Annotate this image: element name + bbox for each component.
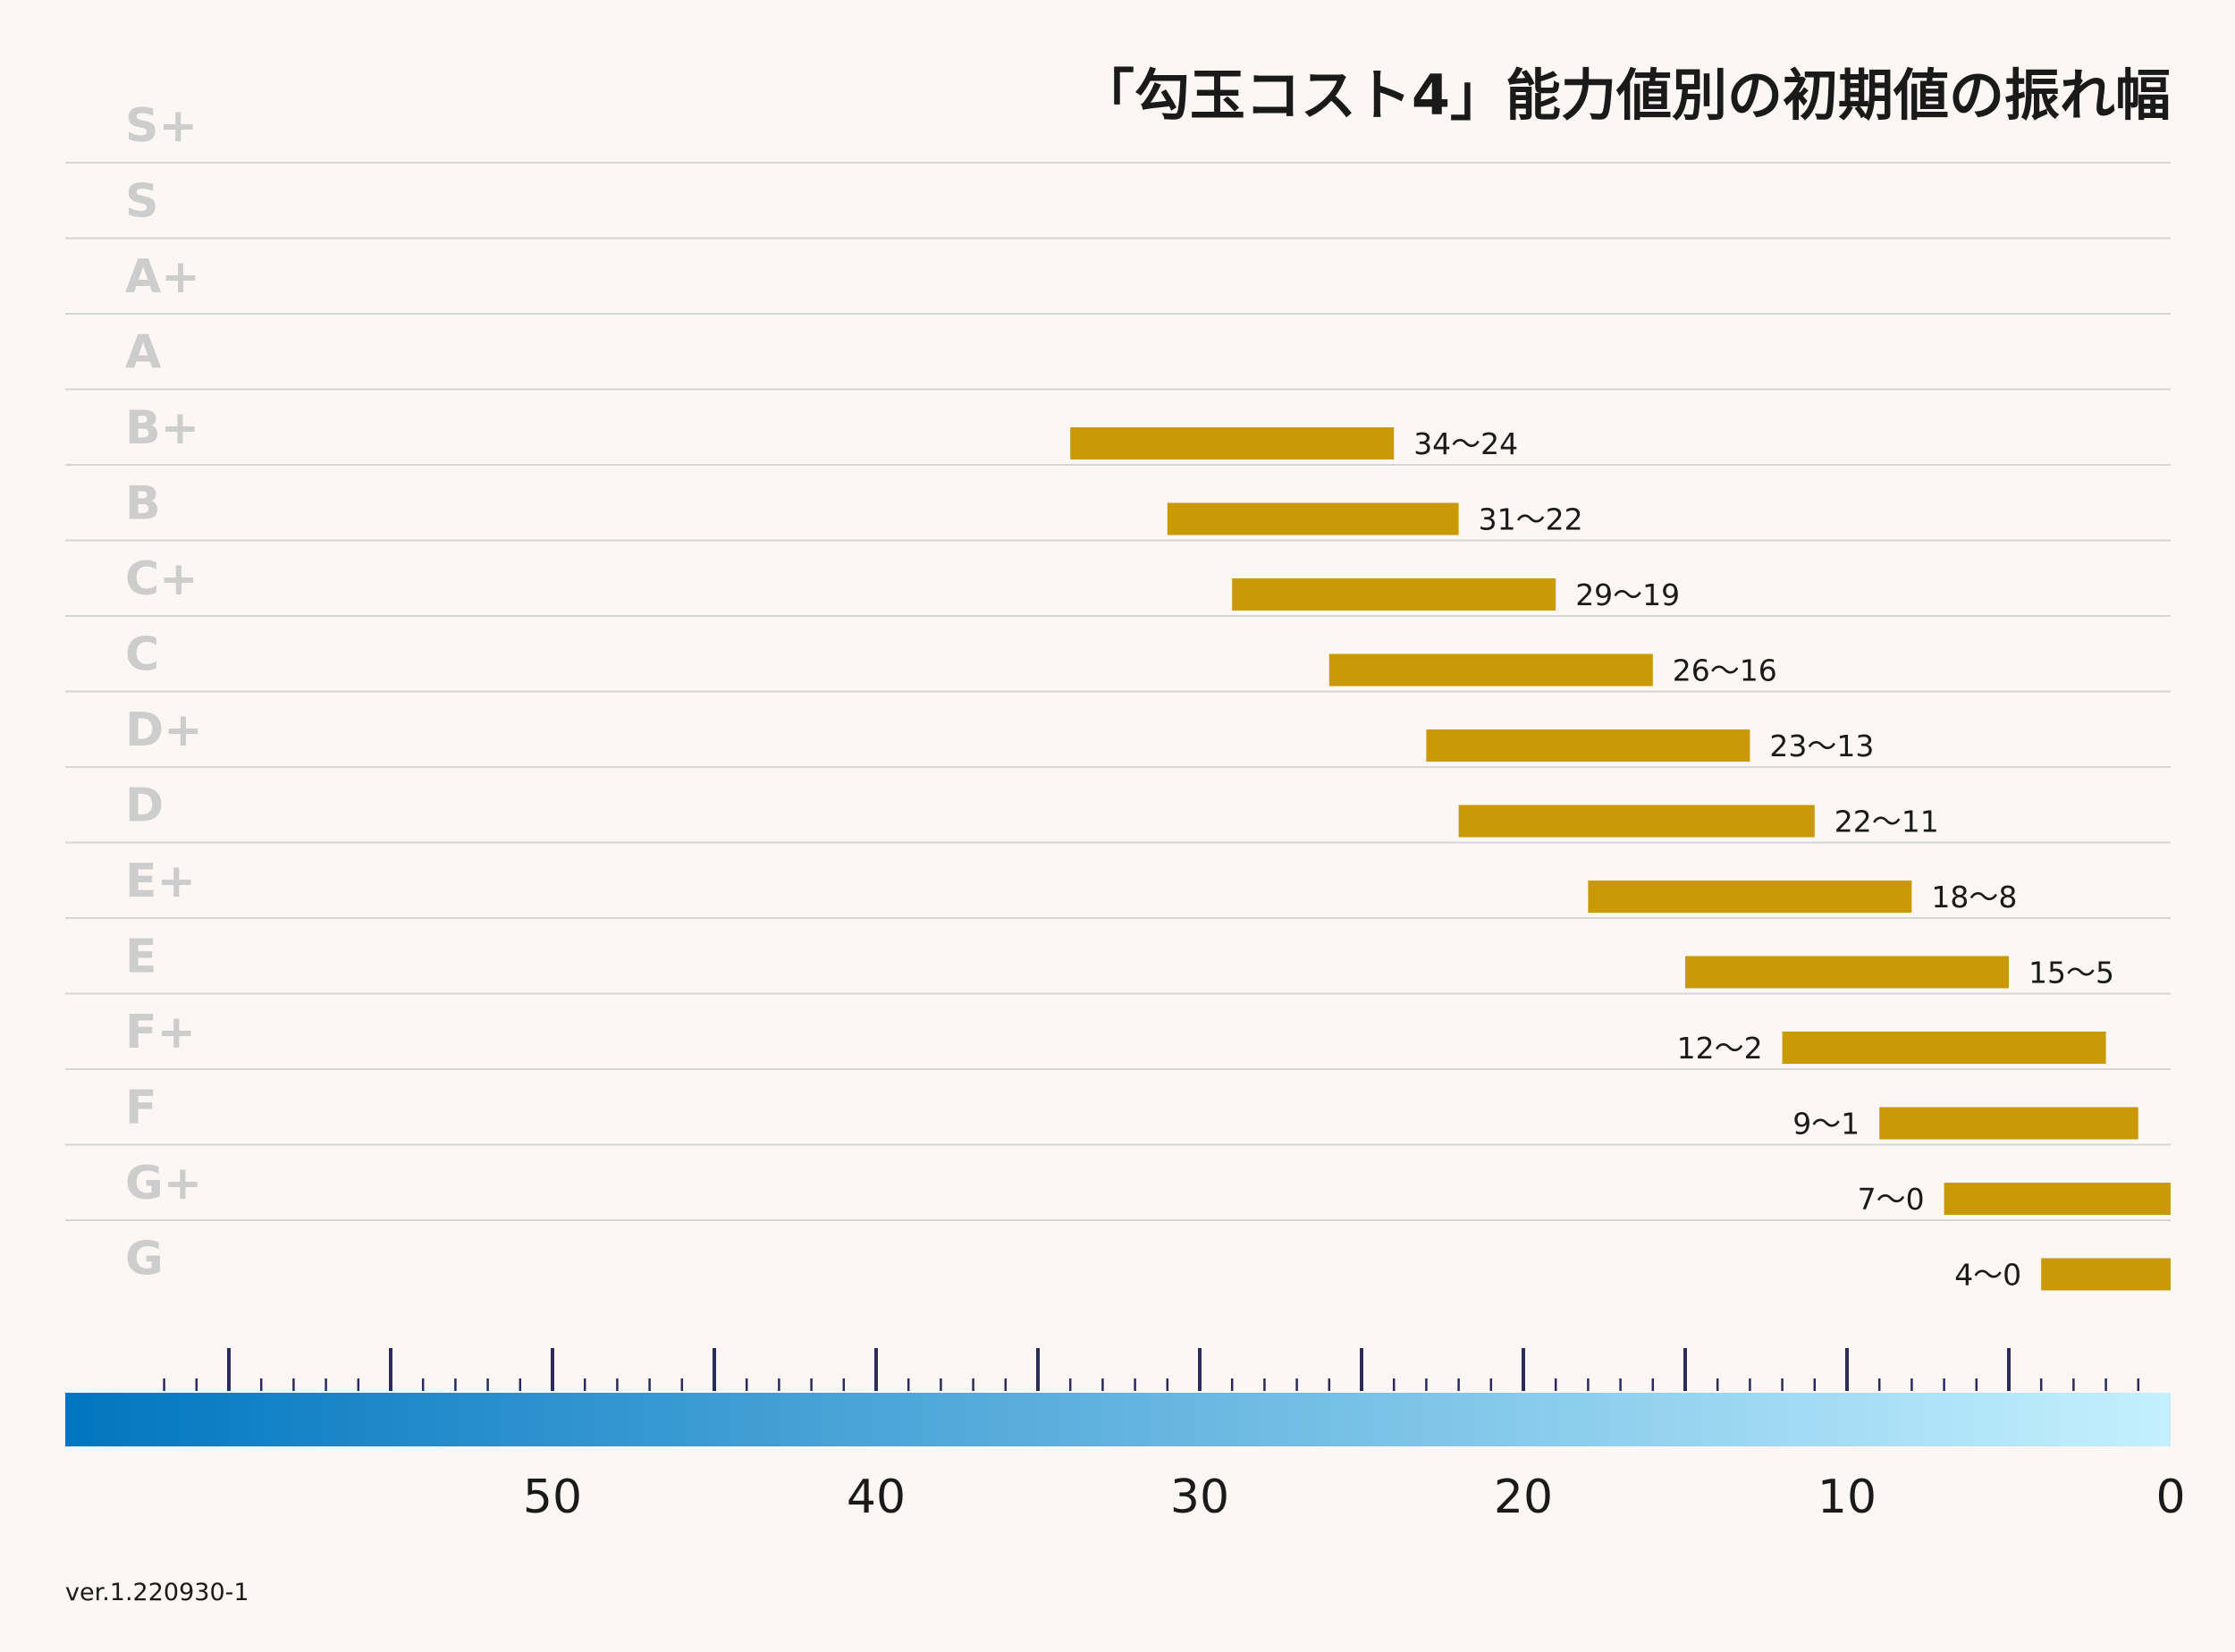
range-label: 12〜2: [1677, 1031, 1763, 1066]
grade-label: A+: [125, 250, 200, 304]
chart-title: 「勾玉コスト4」能力値別の初期値の振れ幅: [1079, 63, 2171, 128]
range-bar: [1458, 805, 1815, 838]
range-label: 26〜16: [1673, 653, 1777, 688]
axis-ticks: [163, 1348, 2140, 1391]
grade-label: E: [125, 931, 157, 984]
range-bar: [1588, 881, 1912, 913]
range-label: 9〜1: [1792, 1107, 1860, 1142]
range-bar: [2041, 1258, 2171, 1291]
grade-label: C: [125, 628, 159, 682]
tick-label: 30: [1170, 1471, 1229, 1524]
range-bar: [1070, 427, 1395, 459]
gridlines: [65, 162, 2171, 1221]
grade-label: E+: [125, 855, 196, 908]
range-labels: 34〜24 31〜22 29〜19 26〜16 23〜13 22〜11 18〜8 15〜5 12…: [1413, 426, 2114, 1293]
tick-label: 10: [1818, 1471, 1877, 1524]
range-bar: [1328, 653, 1653, 687]
range-label: 22〜11: [1834, 805, 1939, 839]
range-bar: [1879, 1107, 2138, 1140]
grade-label: S: [125, 175, 158, 229]
range-label: 34〜24: [1413, 426, 1518, 461]
range-bar: [1782, 1032, 2106, 1064]
range-bar: [1685, 956, 2009, 989]
range-bar: [1426, 729, 1750, 762]
tick-label: 20: [1494, 1471, 1553, 1524]
grade-label: B+: [125, 401, 199, 455]
tick-label: 0: [2155, 1471, 2185, 1524]
value-scale-gradient: [65, 1393, 2171, 1446]
tick-label: 40: [847, 1471, 906, 1524]
grade-label: G+: [125, 1157, 202, 1210]
grade-labels: S+ S A+ A B+ B C+ C D+ D E+ E F+ F G+ G: [125, 99, 203, 1286]
grade-label: D+: [125, 704, 203, 757]
range-label: 18〜8: [1931, 880, 2017, 914]
tick-label: 50: [523, 1471, 582, 1524]
range-label: 23〜13: [1769, 729, 1874, 763]
range-label: 15〜5: [2028, 956, 2114, 990]
grade-label: G: [125, 1233, 164, 1286]
grade-label: D: [125, 780, 164, 833]
grade-label: F: [125, 1082, 157, 1135]
range-label: 31〜22: [1479, 502, 1583, 537]
grade-label: F+: [125, 1006, 196, 1059]
axis-tick-labels: 50 40 30 20 10 0: [523, 1471, 2186, 1524]
range-bar: [1167, 502, 1459, 535]
version-label: ver.1.220930-1: [65, 1579, 249, 1606]
range-bars: [1070, 427, 2171, 1291]
grade-label: B: [125, 477, 161, 531]
range-label: 4〜0: [1954, 1258, 2021, 1293]
grade-label: S+: [125, 99, 198, 153]
grade-label: A: [125, 326, 161, 380]
range-label: 7〜0: [1858, 1182, 1925, 1217]
range-bar: [1944, 1183, 2171, 1215]
range-bar: [1232, 578, 1556, 611]
range-label: 29〜19: [1575, 577, 1680, 612]
grade-label: C+: [125, 552, 198, 606]
